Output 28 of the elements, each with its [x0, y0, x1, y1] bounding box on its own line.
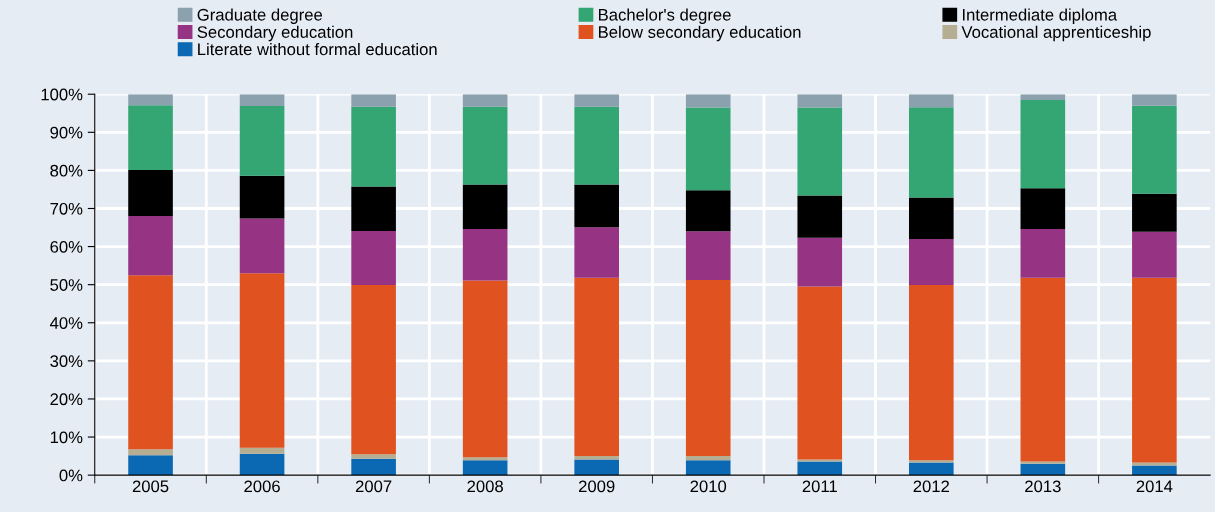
legend-label: Intermediate diploma — [962, 8, 1118, 24]
x-tick-label: 2005 — [132, 480, 169, 493]
y-tick-label: 40% — [49, 317, 83, 329]
x-tick-label: 2011 — [802, 480, 837, 493]
legend-label: Bachelor's degree — [598, 8, 731, 24]
y-tick-label: 10% — [50, 431, 83, 444]
x-tick-label: 2014 — [1136, 480, 1173, 493]
x-tick-label: 2008 — [467, 480, 503, 493]
legend-label: Secondary education — [197, 25, 353, 42]
y-tick-label: 30% — [50, 355, 83, 368]
y-tick-label: 90% — [50, 126, 83, 139]
x-tick-label: 2009 — [578, 480, 615, 493]
y-tick-label: 70% — [50, 202, 83, 215]
y-tick-label: 0% — [59, 469, 83, 482]
legend-label: Graduate degree — [197, 8, 323, 24]
y-tick-label: 50% — [50, 279, 83, 291]
legend-label: Literate without formal education — [198, 43, 437, 56]
y-tick-label: 80% — [50, 164, 83, 177]
y-tick-label: 60% — [50, 240, 83, 253]
x-tick-label: 2007 — [355, 480, 392, 493]
y-tick-label: 100% — [41, 88, 83, 101]
x-tick-label: 2013 — [1025, 480, 1061, 493]
y-tick-label: 20% — [50, 393, 83, 406]
x-tick-label: 2012 — [913, 480, 949, 493]
legend-label: Vocational apprenticeship — [961, 25, 1151, 42]
x-tick-label: 2006 — [244, 480, 280, 493]
x-tick-label: 2010 — [690, 480, 727, 493]
legend-label: Below secondary education — [598, 25, 801, 42]
